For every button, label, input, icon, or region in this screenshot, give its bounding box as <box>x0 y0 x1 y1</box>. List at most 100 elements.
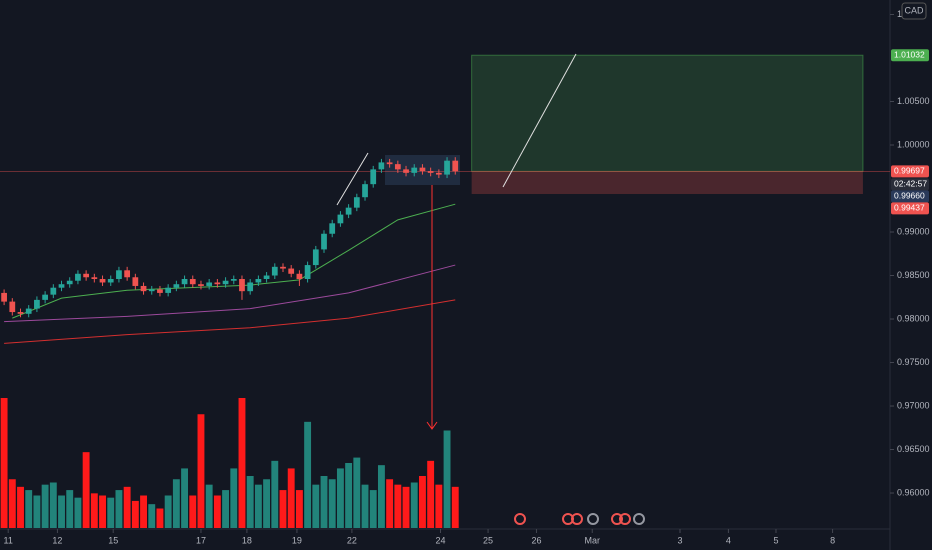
y-tick-label: 1.00000 <box>897 139 930 149</box>
candle-body <box>25 308 32 314</box>
candle-body <box>99 278 106 283</box>
candle-body <box>247 282 254 292</box>
candle-body <box>280 266 286 269</box>
candle-body <box>124 270 131 278</box>
profit-zone <box>471 54 864 172</box>
price-tag-label: 0.99437 <box>894 203 925 213</box>
price-tag-label: 02:42:57 <box>894 179 927 189</box>
event-icon <box>587 513 599 525</box>
volume-bar <box>336 468 344 528</box>
x-tick-label: 17 <box>196 535 206 545</box>
candle-body <box>312 249 319 266</box>
event-icon <box>611 513 623 525</box>
x-tick-label: 22 <box>347 535 357 545</box>
volume-bar <box>131 500 139 528</box>
volume-bar <box>353 457 361 528</box>
volume-bar <box>410 482 418 528</box>
x-tick-label: Mar <box>584 535 600 545</box>
volume-bar <box>172 479 180 528</box>
axes: 1 1.00500 1.00000 0.99000 0.98500 0.98000 0.97… <box>4 9 930 545</box>
price-tag-box <box>891 178 929 191</box>
candle-body <box>50 287 57 295</box>
event-icon <box>514 513 526 525</box>
candle-body <box>435 172 442 175</box>
candle-body <box>337 214 344 224</box>
candle-body <box>157 289 163 293</box>
arrow-head <box>426 421 438 430</box>
event-icon <box>619 513 631 525</box>
volume-bar <box>82 452 90 528</box>
y-tick-label: 0.98000 <box>897 313 930 323</box>
candle-body <box>107 278 114 283</box>
volume-bar <box>0 398 8 528</box>
candle-body <box>452 160 459 172</box>
candle-body <box>239 278 245 292</box>
event-icons <box>514 513 645 525</box>
currency: CAD <box>904 5 924 15</box>
candle-body <box>419 167 426 172</box>
volume-bar <box>369 490 377 528</box>
x-tick-label: 25 <box>483 535 493 545</box>
candle-body <box>91 277 98 279</box>
price-tag-box <box>891 190 929 203</box>
volume-bar <box>58 495 65 528</box>
price-tag-box <box>891 49 929 62</box>
candle-body <box>378 162 385 170</box>
currency-box <box>901 2 927 20</box>
candle-body <box>394 164 401 170</box>
volume-bar <box>279 490 287 528</box>
volume-bar <box>263 479 271 528</box>
candle-body <box>116 270 122 279</box>
candle-body <box>411 167 418 173</box>
x-tick-label: 8 <box>830 535 835 545</box>
candle-body <box>173 284 180 288</box>
candle-body <box>17 312 24 314</box>
y-tick-label: 0.96500 <box>897 444 930 454</box>
candle-body <box>206 282 213 286</box>
volume-bar <box>8 479 16 528</box>
candle-body <box>181 278 188 285</box>
volume-bar <box>123 486 131 528</box>
volume-bar <box>66 490 74 528</box>
candle-body <box>403 169 409 173</box>
volume-bar <box>386 479 394 528</box>
price-tag-box <box>891 165 929 178</box>
candle-body <box>329 223 336 234</box>
candle-body <box>198 284 204 286</box>
event-icon <box>633 513 645 525</box>
y-tick-label: 0.99000 <box>897 226 930 236</box>
trend-line <box>502 53 577 188</box>
x-tick-label: 18 <box>242 535 252 545</box>
volume-bar <box>107 497 115 528</box>
candle-body <box>370 169 377 185</box>
candle-body <box>255 278 262 283</box>
price-tag-label: 1.01032 <box>894 49 925 59</box>
candle-body <box>386 162 393 165</box>
volume-bar <box>328 479 336 528</box>
volume-bar <box>181 468 189 528</box>
volume-bar <box>394 484 402 528</box>
candle-body <box>75 273 81 281</box>
candle-body <box>444 160 450 175</box>
x-tick-label: 24 <box>435 535 445 545</box>
volume-bar <box>213 495 221 528</box>
volume-bar <box>41 484 49 528</box>
price-tags: 1.01032 0.99697 02:42:57 0.99660 0.99437 <box>891 49 929 215</box>
candle-body <box>132 277 139 286</box>
volume-bar <box>197 414 205 528</box>
volume-bar <box>451 486 459 528</box>
loss-zone <box>471 171 863 194</box>
volume-bar <box>402 486 410 528</box>
position-tool <box>471 54 864 194</box>
volume-bar <box>345 463 353 528</box>
volume-bar <box>148 504 156 528</box>
moving-average <box>4 264 456 323</box>
candle-body <box>427 171 434 173</box>
volume-bar <box>140 495 147 528</box>
volume-bar <box>304 421 312 528</box>
candle-body <box>58 284 65 288</box>
candle-body <box>165 287 172 293</box>
event-icon <box>571 513 583 525</box>
price-tag-label: 0.99660 <box>894 191 925 201</box>
price-tag-label: 0.99697 <box>894 166 925 176</box>
